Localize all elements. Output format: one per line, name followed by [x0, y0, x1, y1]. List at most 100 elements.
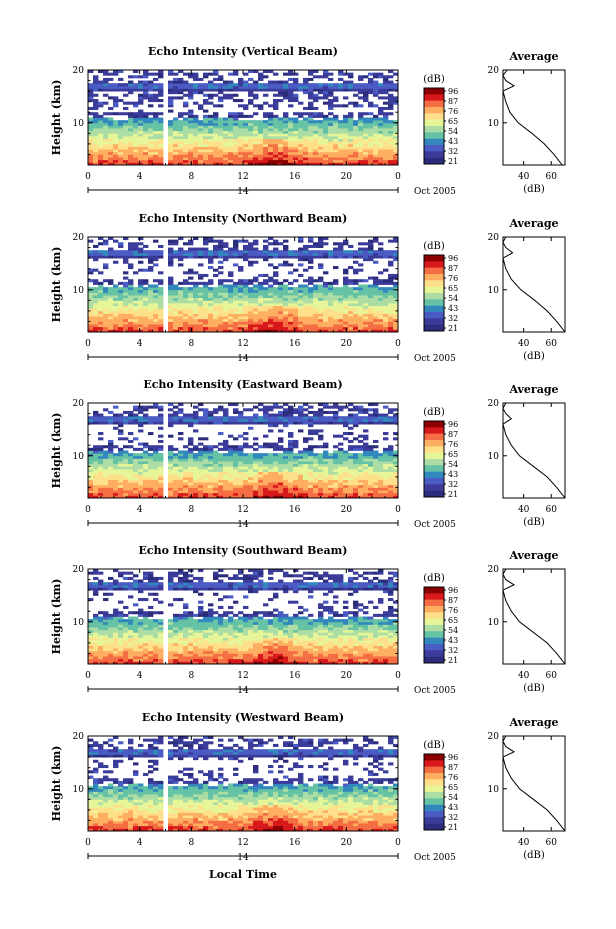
heatmap-cell	[98, 104, 104, 108]
heatmap-cell	[118, 154, 124, 158]
heatmap-cell	[183, 484, 189, 488]
heatmap-cell	[158, 289, 164, 293]
heatmap-cell	[223, 474, 229, 478]
heatmap-cell	[278, 80, 284, 84]
heatmap-cell	[263, 250, 269, 254]
heatmap-cell	[318, 252, 324, 256]
heatmap-cell	[238, 461, 244, 465]
heatmap-cell	[358, 416, 364, 420]
heatmap-cell	[263, 295, 269, 299]
heatmap-cell	[368, 321, 374, 325]
heatmap-cell	[228, 468, 234, 473]
heatmap-cell	[103, 455, 109, 459]
heatmap-cell	[288, 292, 294, 296]
heatmap-cell	[288, 295, 294, 299]
heatmap-cell	[208, 159, 214, 163]
heatmap-cell	[198, 479, 204, 483]
heatmap-cell	[378, 75, 384, 79]
heatmap-cell	[223, 154, 229, 158]
heatmap-cell	[168, 258, 174, 262]
heatmap-cell	[173, 162, 179, 166]
heatmap-cell	[98, 305, 104, 309]
heatmap-cell	[263, 252, 269, 256]
heatmap-cell	[248, 476, 254, 480]
heatmap-cell	[88, 416, 94, 420]
heatmap-cell	[173, 295, 179, 299]
heatmap-cell	[293, 418, 299, 422]
heatmap-cell	[93, 75, 99, 79]
heatmap-cell	[123, 143, 129, 147]
heatmap-cell	[158, 310, 164, 314]
heatmap-cell	[233, 99, 239, 103]
heatmap-cell	[168, 239, 174, 243]
heatmap-cell	[113, 305, 119, 309]
heatmap-cell	[293, 463, 299, 467]
heatmap-cell	[238, 297, 244, 301]
heatmap-cell	[313, 445, 319, 449]
heatmap-cell	[323, 72, 329, 76]
heatmap-cell	[298, 490, 304, 494]
heatmap-cell	[143, 281, 149, 285]
heatmap-cell	[348, 279, 354, 283]
heatmap-cell	[113, 426, 119, 430]
heatmap-cell	[118, 313, 124, 317]
heatmap-cell	[233, 281, 239, 285]
heatmap-cell	[198, 492, 204, 496]
heatmap-cell	[263, 93, 269, 97]
heatmap-cell	[373, 159, 379, 163]
heatmap-cell	[283, 310, 289, 314]
heatmap-cell	[358, 410, 364, 414]
heatmap-cell	[223, 326, 229, 330]
heatmap-cell	[148, 421, 154, 425]
heatmap-cell	[278, 468, 284, 473]
heatmap-cell	[98, 128, 104, 132]
heatmap-cell	[288, 263, 294, 267]
heatmap-cell	[233, 458, 239, 462]
heatmap-cell	[208, 149, 214, 153]
heatmap-cell	[338, 302, 344, 307]
heatmap-cell	[218, 292, 224, 296]
heatmap-cell	[113, 445, 119, 449]
heatmap-cell	[173, 125, 179, 129]
heatmap-cell	[128, 321, 134, 325]
heatmap-cell	[253, 151, 259, 155]
heatmap-cell	[243, 279, 249, 283]
heatmap-cell	[323, 492, 329, 496]
heatmap-cell	[143, 96, 149, 100]
heatmap-cell	[98, 445, 104, 449]
heatmap-cell	[283, 471, 289, 475]
heatmap-cell	[113, 83, 119, 87]
heatmap-cell	[268, 250, 274, 254]
heatmap-cell	[268, 255, 274, 259]
heatmap-cell	[88, 138, 94, 142]
heatmap-cell	[368, 305, 374, 309]
heatmap-cell	[338, 289, 344, 293]
heatmap-cell	[328, 151, 334, 155]
heatmap-cell	[298, 310, 304, 314]
heatmap-cell	[168, 135, 174, 140]
heatmap-cell	[353, 416, 359, 420]
heatmap-cell	[338, 313, 344, 317]
heatmap-cell	[113, 455, 119, 459]
heatmap-cell	[258, 141, 264, 145]
heatmap-cell	[358, 300, 364, 304]
heatmap-cell	[233, 120, 239, 124]
heatmap-cell	[168, 476, 174, 480]
heatmap-cell	[258, 162, 264, 166]
heatmap-cell	[213, 466, 219, 470]
heatmap-cell	[288, 432, 294, 436]
heatmap-cell	[318, 157, 324, 161]
heatmap-cell	[383, 91, 389, 95]
heatmap-cell	[148, 447, 154, 451]
heatmap-cell	[388, 141, 394, 145]
heatmap-cell	[383, 143, 389, 147]
heatmap-cell	[323, 308, 329, 312]
heatmap-cell	[158, 112, 164, 116]
heatmap-cell	[323, 70, 329, 74]
heatmap-cell	[178, 292, 184, 296]
heatmap-cell	[158, 287, 164, 291]
heatmap-cell	[103, 252, 109, 256]
heatmap-cell	[98, 70, 104, 74]
heatmap-cell	[98, 138, 104, 142]
heatmap-cell	[118, 474, 124, 478]
